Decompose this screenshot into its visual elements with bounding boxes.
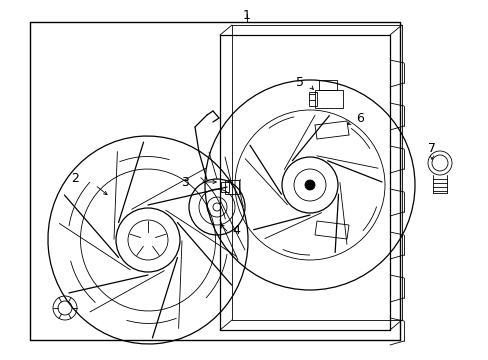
Bar xyxy=(314,90,342,108)
Text: 5: 5 xyxy=(295,76,304,89)
Bar xyxy=(318,80,336,90)
Text: 1: 1 xyxy=(243,9,250,22)
Circle shape xyxy=(305,180,314,190)
Bar xyxy=(221,182,228,192)
Text: 7: 7 xyxy=(427,141,435,154)
Text: 2: 2 xyxy=(71,171,79,185)
Bar xyxy=(224,180,239,194)
Text: 4: 4 xyxy=(232,224,240,237)
Text: 6: 6 xyxy=(355,112,363,125)
Text: 3: 3 xyxy=(181,176,188,189)
Bar xyxy=(308,92,316,106)
